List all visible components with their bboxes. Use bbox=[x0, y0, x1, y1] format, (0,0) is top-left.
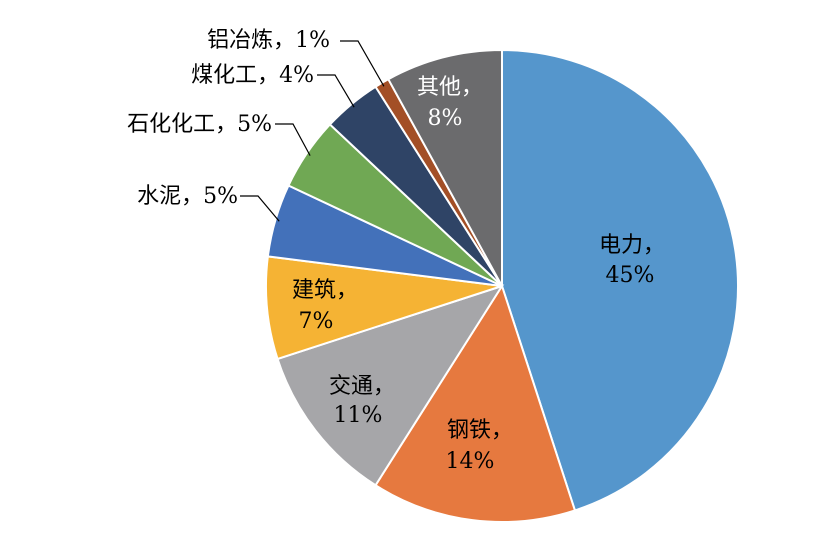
pie-slice-0 bbox=[501, 48, 739, 512]
label-gangtie-name: 钢铁， bbox=[447, 418, 513, 443]
label-jiaotong-value: 11% bbox=[334, 403, 383, 428]
label-jianzhu-name: 建筑， bbox=[292, 278, 358, 303]
pie-labels: 电力， 45% 钢铁， 14% 交通， 11% 建筑， 7% 其他， 8% 水泥… bbox=[127, 28, 665, 474]
label-shihua: 石化化工，5% bbox=[127, 112, 272, 137]
leader-line-4 bbox=[240, 195, 280, 222]
leader-lines bbox=[240, 40, 385, 222]
pie-slice-3 bbox=[265, 255, 503, 361]
label-dianli-value: 45% bbox=[606, 263, 655, 288]
label-gangtie-value: 14% bbox=[446, 449, 495, 474]
label-jianzhu-value: 7% bbox=[299, 309, 334, 334]
label-meihuagong: 煤化工，4% bbox=[191, 63, 314, 88]
label-lvyelian: 铝冶炼，1% bbox=[207, 28, 330, 53]
leader-line-6 bbox=[317, 74, 355, 108]
leader-line-7 bbox=[340, 40, 385, 87]
label-jiaotong-name: 交通， bbox=[329, 374, 395, 399]
label-dianli-name: 电力， bbox=[599, 233, 665, 258]
label-qita-value: 8% bbox=[428, 106, 463, 131]
leader-line-5 bbox=[275, 123, 311, 156]
label-shuini: 水泥，5% bbox=[137, 184, 238, 209]
pie-slice-2 bbox=[276, 284, 505, 487]
pie-slices bbox=[265, 48, 739, 523]
label-qita-name: 其他， bbox=[417, 75, 483, 100]
pie-slice-8 bbox=[386, 48, 503, 287]
pie-slice-1 bbox=[374, 283, 577, 523]
